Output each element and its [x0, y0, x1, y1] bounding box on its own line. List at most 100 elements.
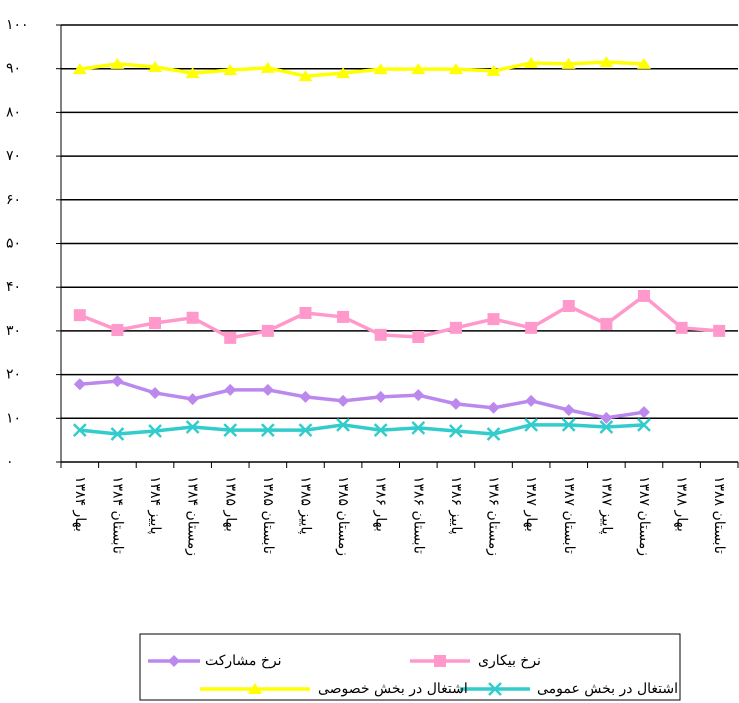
x-tick-label: بهار ۱۳۸۸: [674, 476, 690, 532]
x-tick-label: زمستان ۱۳۸۵: [335, 476, 351, 556]
marker: [336, 67, 351, 79]
marker: [223, 423, 238, 437]
marker: [524, 417, 539, 432]
x-tick-label: پاییز ۱۳۸۶: [448, 476, 464, 535]
marker: [72, 63, 87, 75]
marker: [637, 417, 651, 432]
series-line: [79, 293, 720, 340]
marker: [373, 63, 388, 75]
marker: [412, 389, 425, 402]
marker: [298, 70, 313, 82]
marker: [149, 386, 162, 399]
marker: [148, 60, 163, 72]
x-tick-label: بهار ۱۳۸۶: [373, 476, 389, 532]
marker: [637, 289, 650, 302]
x-tick-label: بهار ۱۳۸۷: [523, 476, 539, 532]
y-tick-label: ۱۰: [6, 410, 21, 426]
marker: [186, 311, 199, 324]
y-tick-label: ۲۰: [6, 367, 21, 383]
marker: [374, 328, 387, 341]
marker: [373, 423, 388, 437]
marker: [599, 420, 614, 434]
series-line: [79, 60, 645, 78]
marker: [73, 378, 86, 391]
x-tick-label: پاییز ۱۳۸۵: [297, 476, 313, 535]
marker: [299, 390, 312, 403]
legend-item: نرخ بیکاری: [410, 653, 541, 669]
marker: [111, 375, 124, 388]
x-tick-label: تابستان ۱۳۸۷: [561, 476, 577, 554]
x-tick-label: زمستان ۱۳۸۶: [486, 476, 502, 556]
marker: [600, 317, 613, 330]
marker: [185, 420, 200, 434]
marker: [73, 309, 86, 322]
marker: [185, 67, 200, 79]
y-tick-label: ۳۰: [6, 323, 21, 339]
marker: [149, 317, 162, 330]
series-line: [79, 379, 645, 420]
marker: [411, 421, 426, 435]
marker: [299, 306, 312, 319]
marker: [599, 56, 614, 68]
y-tick-label: ۷۰: [6, 148, 21, 164]
marker: [636, 57, 651, 69]
marker: [336, 417, 350, 432]
legend-label: نرخ مشارکت: [205, 653, 282, 669]
marker: [261, 324, 274, 337]
x-tick-label: تابستان ۱۳۸۸: [711, 476, 727, 554]
marker: [486, 64, 501, 76]
marker: [260, 423, 275, 437]
y-tick-label: ۴۰: [6, 279, 21, 295]
marker: [525, 321, 538, 334]
x-tick-label: تابستان ۱۳۸۴: [109, 476, 125, 554]
x-tick-label: زمستان ۱۳۸۴: [185, 476, 201, 556]
marker: [675, 321, 688, 334]
x-tick-label: تابستان ۱۳۸۶: [410, 476, 426, 554]
marker: [434, 655, 446, 667]
marker: [374, 390, 387, 403]
x-tick-label: پاییز ۱۳۸۴: [147, 476, 163, 535]
marker: [561, 57, 576, 69]
marker: [337, 310, 350, 323]
marker: [110, 427, 125, 441]
marker: [248, 683, 262, 694]
marker: [168, 655, 180, 667]
marker: [72, 423, 87, 437]
marker: [637, 406, 650, 419]
marker: [448, 63, 463, 75]
x-tick-label: زمستان ۱۳۸۷: [636, 476, 652, 556]
marker: [411, 63, 426, 75]
marker: [412, 331, 425, 344]
marker: [148, 424, 162, 438]
legend-item: اشتغال در بخش خصوصی: [200, 681, 468, 697]
marker: [525, 394, 538, 407]
marker: [224, 331, 237, 344]
marker: [110, 57, 125, 69]
marker: [261, 383, 274, 396]
marker: [487, 401, 500, 414]
marker: [524, 57, 539, 69]
legend-item: نرخ مشارکت: [148, 653, 282, 669]
legend-label: اشتغال در بخش عمومی: [537, 681, 678, 697]
legend-label: نرخ بیکاری: [478, 653, 541, 669]
marker: [337, 394, 350, 407]
marker: [561, 417, 576, 432]
marker: [562, 299, 575, 312]
marker: [449, 424, 463, 438]
marker: [223, 64, 238, 76]
x-tick-label: پاییز ۱۳۸۷: [598, 476, 614, 535]
series-line: [79, 423, 645, 436]
y-tick-label: ۸۰: [6, 104, 21, 120]
marker: [449, 321, 462, 334]
x-tick-label: بهار ۱۳۸۵: [222, 476, 238, 532]
y-tick-label: ۹۰: [6, 61, 21, 77]
marker: [224, 383, 237, 396]
marker: [600, 411, 613, 424]
marker: [111, 324, 124, 337]
legend-label: اشتغال در بخش خصوصی: [318, 681, 468, 697]
y-tick-label: ۱۰۰: [6, 17, 29, 33]
marker: [488, 682, 502, 696]
x-tick-label: تابستان ۱۳۸۵: [260, 476, 276, 554]
y-tick-label: ۶۰: [6, 192, 21, 208]
